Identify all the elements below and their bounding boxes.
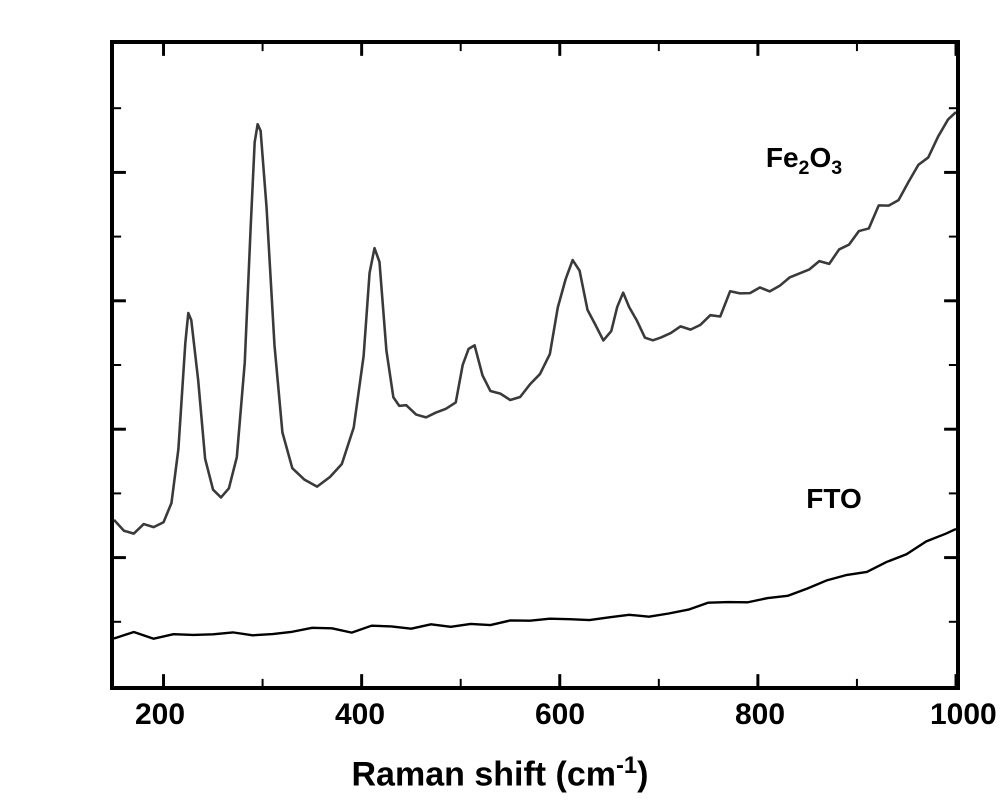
- x-axis-label: Raman shift (cm-1): [352, 752, 649, 794]
- spectra-svg: [114, 44, 956, 686]
- series-label-Fe2O3: Fe2O3: [766, 142, 842, 180]
- x-tick-label: 800: [730, 698, 790, 732]
- plot-area: FTO Fe2O3: [110, 40, 960, 690]
- raman-chart-container: Intensity (a.u.) FTOFe2O3 20040060080010…: [0, 0, 1000, 802]
- x-tick-label: 400: [330, 698, 390, 732]
- axis-ticks: [114, 44, 956, 686]
- x-tick-label: 1000: [930, 698, 990, 732]
- series-lines: [114, 112, 956, 639]
- x-tick-label: 600: [530, 698, 590, 732]
- series-FTO: [114, 529, 956, 639]
- x-tick-label: 200: [130, 698, 190, 732]
- series-label-FTO: FTO: [806, 483, 861, 515]
